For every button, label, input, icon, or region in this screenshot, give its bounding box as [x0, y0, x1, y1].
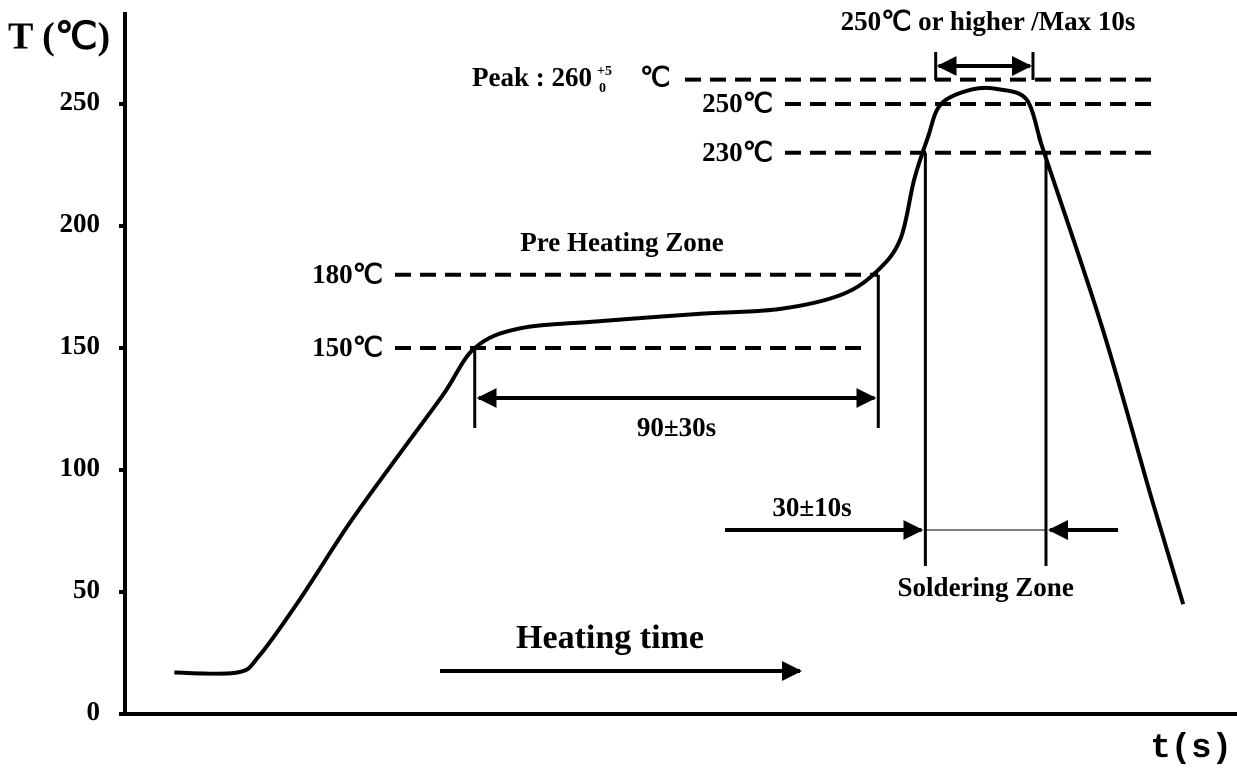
y-axis-label: T (℃)	[8, 16, 110, 58]
y-tick-label: 0	[87, 696, 101, 726]
soldering-time-label: 30±10s	[772, 492, 851, 522]
y-tick-label: 200	[60, 208, 101, 238]
temperature-curve	[174, 85, 1186, 676]
pre-heating-zone-label: Pre Heating Zone	[520, 227, 723, 257]
y-tick-label: 150	[60, 330, 101, 360]
heating-time-label: Heating time	[516, 619, 704, 656]
tolerance-lower: 0	[599, 81, 606, 96]
soldering-zone-label: Soldering Zone	[898, 572, 1074, 602]
x-axis-label: t(s)	[1150, 730, 1232, 768]
reference-label: 250℃	[702, 88, 773, 118]
reference-label: 150℃	[312, 332, 383, 362]
reference-label: Peak : 260	[472, 62, 592, 92]
y-tick-label: 250	[60, 86, 101, 116]
reference-unit: ℃	[640, 62, 670, 92]
y-tick-label: 50	[73, 574, 100, 604]
y-tick-label: 100	[60, 452, 101, 482]
reference-label: 180℃	[312, 259, 383, 289]
tolerance-upper: +5	[597, 64, 612, 79]
preheat-time-label: 90±30s	[637, 412, 716, 442]
reference-label: 230℃	[702, 137, 773, 167]
peak-time-label: 250℃ or higher /Max 10s	[841, 6, 1136, 36]
